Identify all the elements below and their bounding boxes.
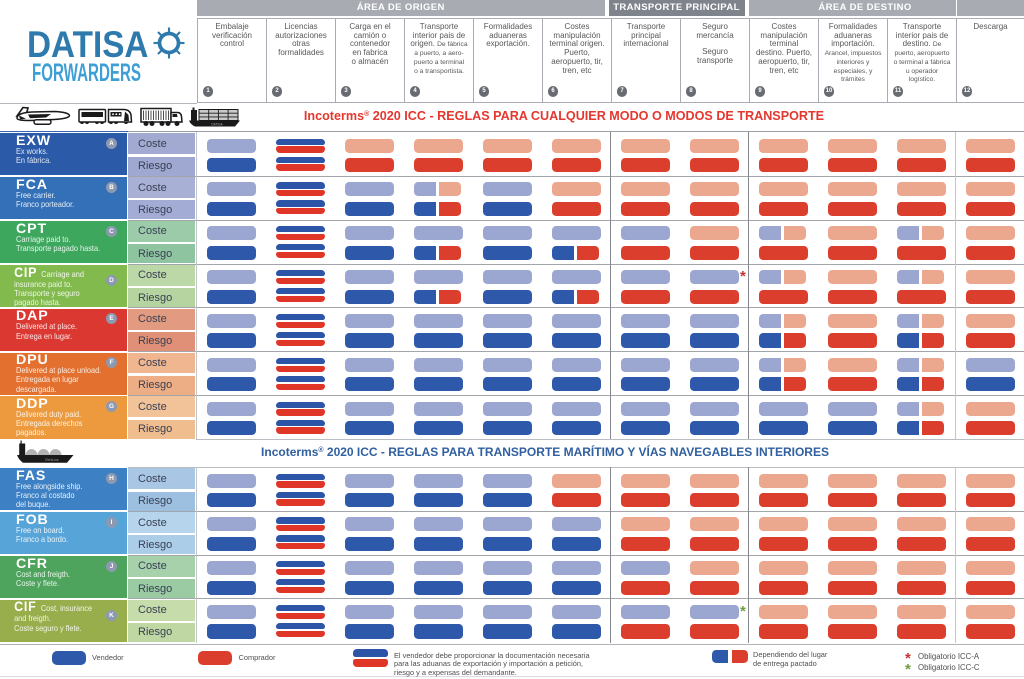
svg-text:RentLine: RentLine xyxy=(45,458,59,462)
svg-text:DATISA: DATISA xyxy=(211,123,223,127)
